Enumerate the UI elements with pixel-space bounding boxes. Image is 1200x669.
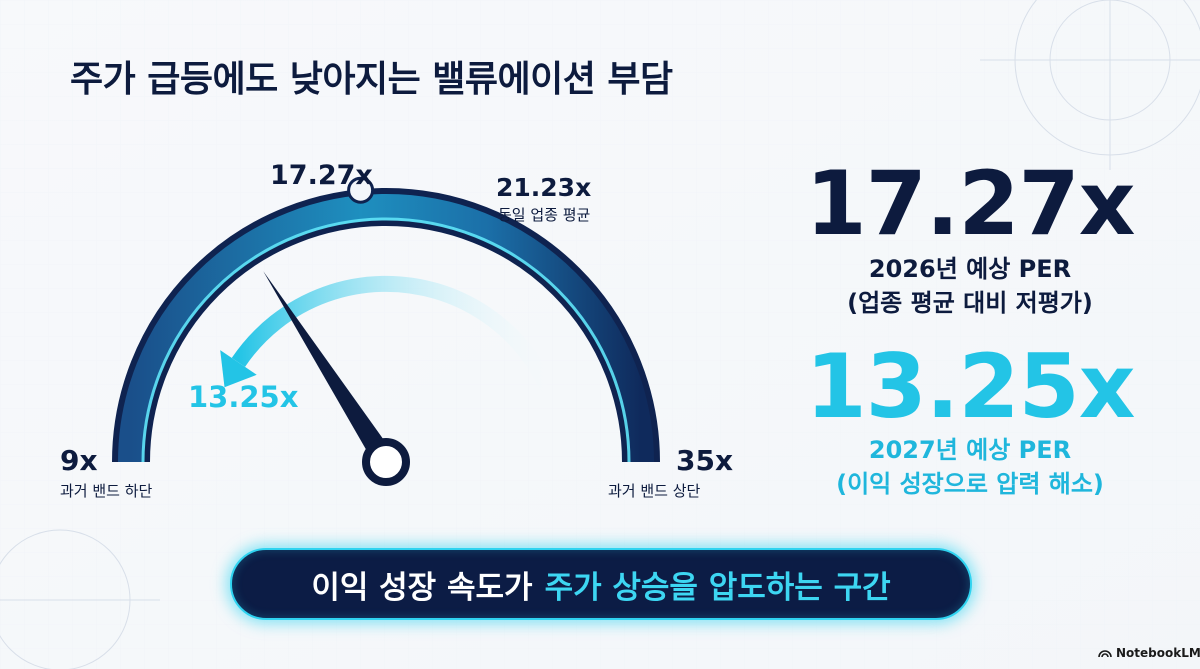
- per-2026-title: 2026년 예상 PER: [868, 255, 1072, 283]
- banner-text: 이익 성장 속도가: [311, 569, 533, 606]
- industry-avg-caption: 동일 업종 평균: [498, 206, 591, 224]
- per-2027-note: (이익 성장으로 압력 해소): [836, 470, 1104, 498]
- page-title: 주가 급등에도 낮아지는 밸류에이션 부담: [70, 59, 673, 100]
- notebooklm-logo: NotebookLM: [1098, 646, 1200, 660]
- needle-hub: [362, 438, 410, 486]
- industry-avg-marker: [347, 176, 375, 204]
- gauge-min-label: 9x: [60, 444, 98, 477]
- forecast-value-label: 13.25x: [188, 380, 299, 414]
- forecast-arrow-arc: [231, 275, 572, 459]
- notebooklm-icon: [1098, 650, 1112, 658]
- gauge-max-caption: 과거 밴드 상단: [608, 482, 701, 500]
- per-2026-note: (업종 평균 대비 저평가): [847, 289, 1093, 317]
- summary-banner: 이익 성장 속도가 주가 상승을 압도하는 구간: [230, 548, 972, 620]
- needle-value-label: 17.27x: [270, 160, 373, 191]
- gauge-band-fill: [118, 194, 654, 463]
- industry-avg-value-label: 21.23x: [496, 173, 592, 202]
- logo-text: NotebookLM: [1116, 646, 1200, 660]
- per-2027-value: 13.25x: [805, 335, 1135, 438]
- per-2027-title: 2027년 예상 PER: [868, 436, 1072, 464]
- gauge-band-highlight: [141, 217, 631, 463]
- per-2026-value: 17.27x: [805, 152, 1135, 255]
- forecast-arrow-head: [220, 350, 257, 388]
- gauge-needle: [263, 271, 396, 468]
- banner-highlight-text: 주가 상승을 압도하는 구간: [544, 569, 891, 606]
- gauge-min-caption: 과거 밴드 하단: [60, 482, 153, 500]
- gauge-max-label: 35x: [676, 444, 734, 477]
